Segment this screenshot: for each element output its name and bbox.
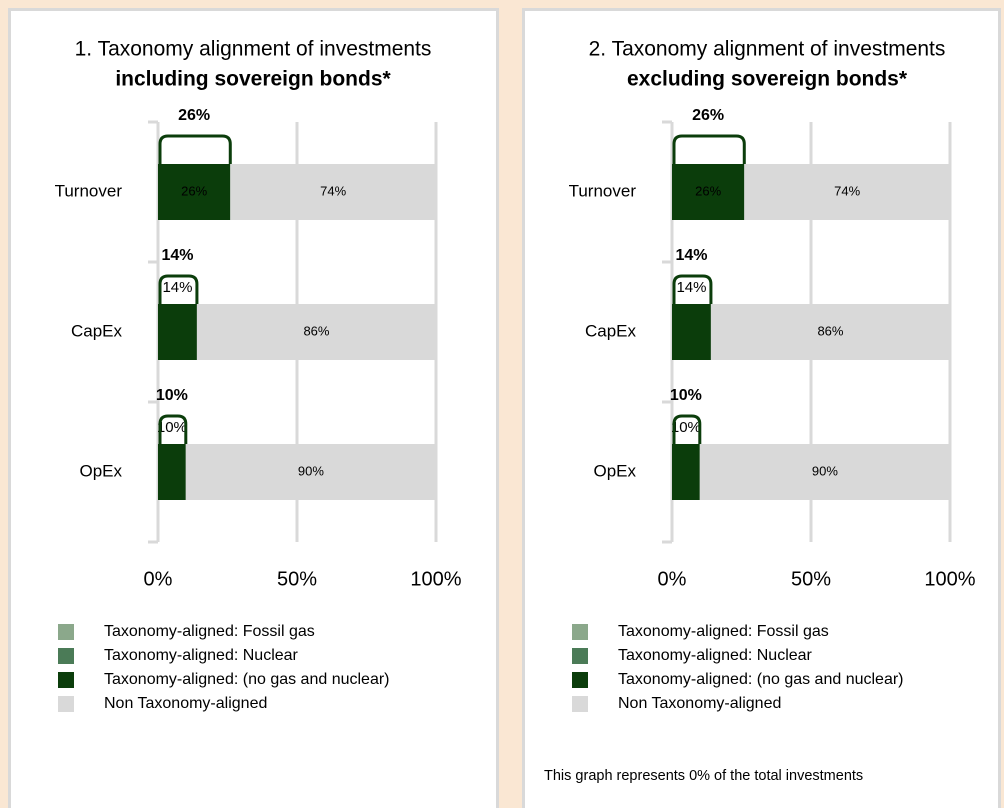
bar-segment <box>672 164 745 220</box>
value-label: 86% <box>817 323 843 338</box>
value-label: 10% <box>157 419 187 436</box>
total-bracket <box>158 274 199 304</box>
value-label: 74% <box>834 183 860 198</box>
legend-swatch <box>572 696 588 712</box>
legend-swatch <box>58 696 74 712</box>
value-label: 14% <box>162 279 192 296</box>
x-tick-label: 100% <box>410 568 461 590</box>
value-label: 90% <box>298 463 324 478</box>
value-label: 26% <box>181 183 207 198</box>
x-tick-label: 0% <box>144 568 173 590</box>
value-label: 10% <box>671 419 701 436</box>
x-tick-label: 100% <box>924 568 975 590</box>
bar-segment <box>710 304 950 360</box>
value-label: 74% <box>320 183 346 198</box>
total-bracket <box>672 274 713 304</box>
legend-label: Taxonomy-aligned: (no gas and nuclear) <box>618 671 904 688</box>
x-tick-label: 50% <box>277 568 317 590</box>
legend-swatch <box>58 648 74 664</box>
x-tick-label: 0% <box>658 568 687 590</box>
total-label: 26% <box>692 107 724 124</box>
panel <box>8 8 499 808</box>
legend-label: Non Taxonomy-aligned <box>104 695 267 712</box>
total-label: 26% <box>178 107 210 124</box>
total-bracket <box>158 414 188 444</box>
x-tick-label: 50% <box>791 568 831 590</box>
chart-title: 1. Taxonomy alignment of investments <box>75 38 432 61</box>
bar-segment <box>699 444 950 500</box>
legend-swatch <box>572 672 588 688</box>
chart-subtitle: including sovereign bonds* <box>115 68 391 91</box>
chart-title: 2. Taxonomy alignment of investments <box>589 38 946 61</box>
bar-segment <box>158 164 231 220</box>
total-label: 10% <box>156 387 188 404</box>
total-bracket <box>672 414 702 444</box>
value-label: 26% <box>695 183 721 198</box>
note: This graph represents 0% of the total in… <box>544 768 863 784</box>
y-tick-label: OpEx <box>593 461 636 480</box>
bar-segment <box>230 164 436 220</box>
value-label: 14% <box>676 279 706 296</box>
legend-label: Taxonomy-aligned: Fossil gas <box>104 623 315 640</box>
bar-segment <box>672 444 700 500</box>
legend-label: Taxonomy-aligned: (no gas and nuclear) <box>104 671 390 688</box>
bar-segment <box>158 444 186 500</box>
legend-swatch <box>572 648 588 664</box>
bar-segment <box>672 304 711 360</box>
legend-label: Taxonomy-aligned: Nuclear <box>618 647 813 664</box>
panel <box>522 8 1001 808</box>
total-label: 14% <box>161 247 193 264</box>
bar-segment <box>744 164 950 220</box>
value-label: 90% <box>812 463 838 478</box>
y-tick-label: Turnover <box>569 181 637 200</box>
legend-swatch <box>58 672 74 688</box>
total-bracket <box>672 134 746 164</box>
y-tick-label: Turnover <box>55 181 123 200</box>
total-label: 14% <box>675 247 707 264</box>
legend-swatch <box>572 624 588 640</box>
y-tick-label: OpEx <box>79 461 122 480</box>
bar-segment <box>185 444 436 500</box>
legend-swatch <box>58 624 74 640</box>
bar-segment <box>158 304 197 360</box>
total-label: 10% <box>670 387 702 404</box>
total-bracket <box>158 134 232 164</box>
value-label: 86% <box>303 323 329 338</box>
chart-subtitle: excluding sovereign bonds* <box>627 68 908 91</box>
legend-label: Taxonomy-aligned: Fossil gas <box>618 623 829 640</box>
legend-label: Non Taxonomy-aligned <box>618 695 781 712</box>
bar-segment <box>196 304 436 360</box>
legend-label: Taxonomy-aligned: Nuclear <box>104 647 299 664</box>
y-tick-label: CapEx <box>585 321 637 340</box>
y-tick-label: CapEx <box>71 321 123 340</box>
